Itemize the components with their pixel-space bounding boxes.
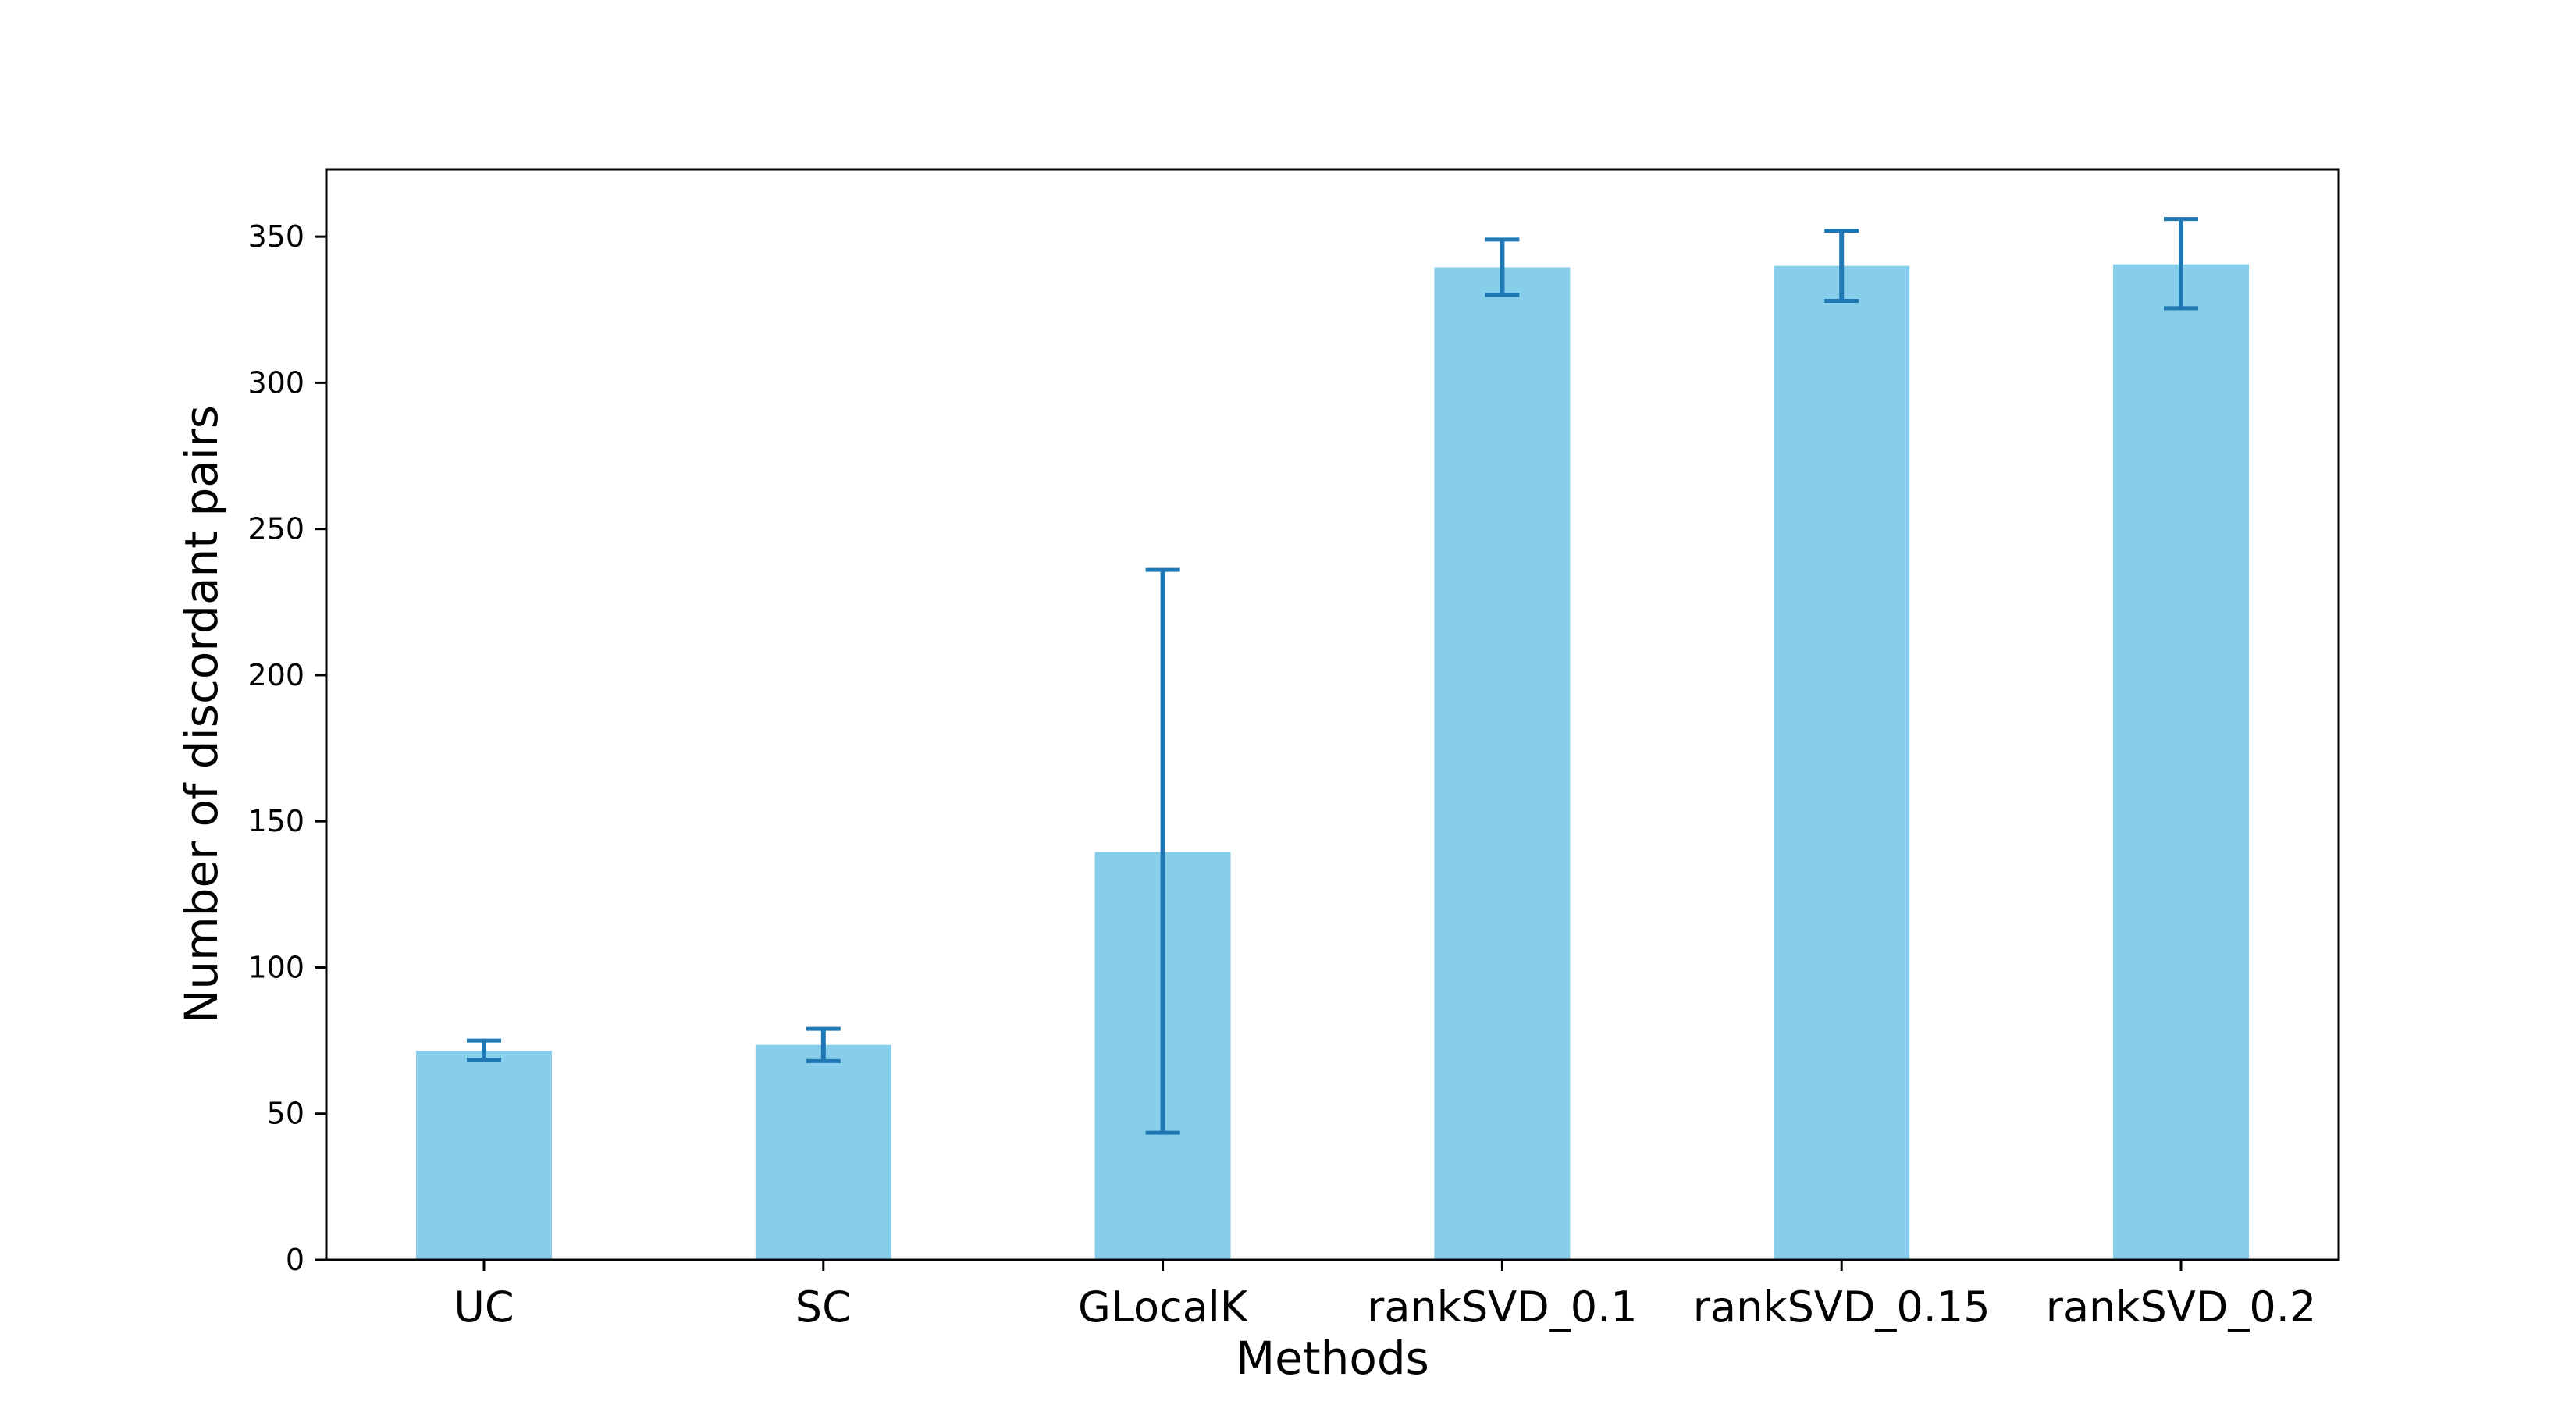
y-tick-label: 250 xyxy=(247,512,304,546)
y-tick-label: 0 xyxy=(286,1243,304,1277)
bars-group xyxy=(416,264,2249,1261)
x-tick-label: GLocalK xyxy=(1078,1282,1249,1332)
x-tick-label: rankSVD_0.2 xyxy=(2046,1282,2316,1332)
error-bar-SC xyxy=(806,1026,841,1063)
y-axis: 0 50 100 150 200 250 300 350 xyxy=(247,219,326,1277)
x-tick-label: rankSVD_0.1 xyxy=(1367,1282,1637,1332)
bar-UC xyxy=(416,1051,552,1260)
x-tick-label: UC xyxy=(454,1282,514,1332)
x-axis: UC SC GLocalK rankSVD_0.1 rankSVD_0.15 rankSV… xyxy=(454,1260,2316,1332)
error-bars-group xyxy=(467,217,2198,1135)
bar-rankSVD_0.2 xyxy=(2113,264,2249,1260)
bar-rankSVD_0.1 xyxy=(1434,267,1571,1261)
y-tick-label: 50 xyxy=(267,1097,304,1131)
y-tick-label: 350 xyxy=(247,219,304,254)
error-bar-rankSVD_0.1 xyxy=(1485,237,1520,297)
plot-frame xyxy=(325,168,2340,1261)
error-bar-GLocalK xyxy=(1145,567,1180,1135)
y-tick-label: 300 xyxy=(247,365,304,400)
x-tick-label: SC xyxy=(795,1282,852,1332)
x-tick-label: rankSVD_0.15 xyxy=(1693,1282,1991,1332)
y-tick-label: 150 xyxy=(247,804,304,838)
error-bar-UC xyxy=(467,1038,501,1062)
y-axis-title: Number of discordant pairs xyxy=(175,405,228,1023)
error-bar-rankSVD_0.2 xyxy=(2164,217,2198,311)
bar-rankSVD_0.15 xyxy=(1774,265,1910,1260)
error-bar-rankSVD_0.15 xyxy=(1824,229,1859,304)
bar-SC xyxy=(755,1044,891,1260)
x-axis-title: Methods xyxy=(1236,1332,1429,1385)
y-tick-label: 200 xyxy=(247,658,304,692)
y-tick-label: 100 xyxy=(247,950,304,984)
